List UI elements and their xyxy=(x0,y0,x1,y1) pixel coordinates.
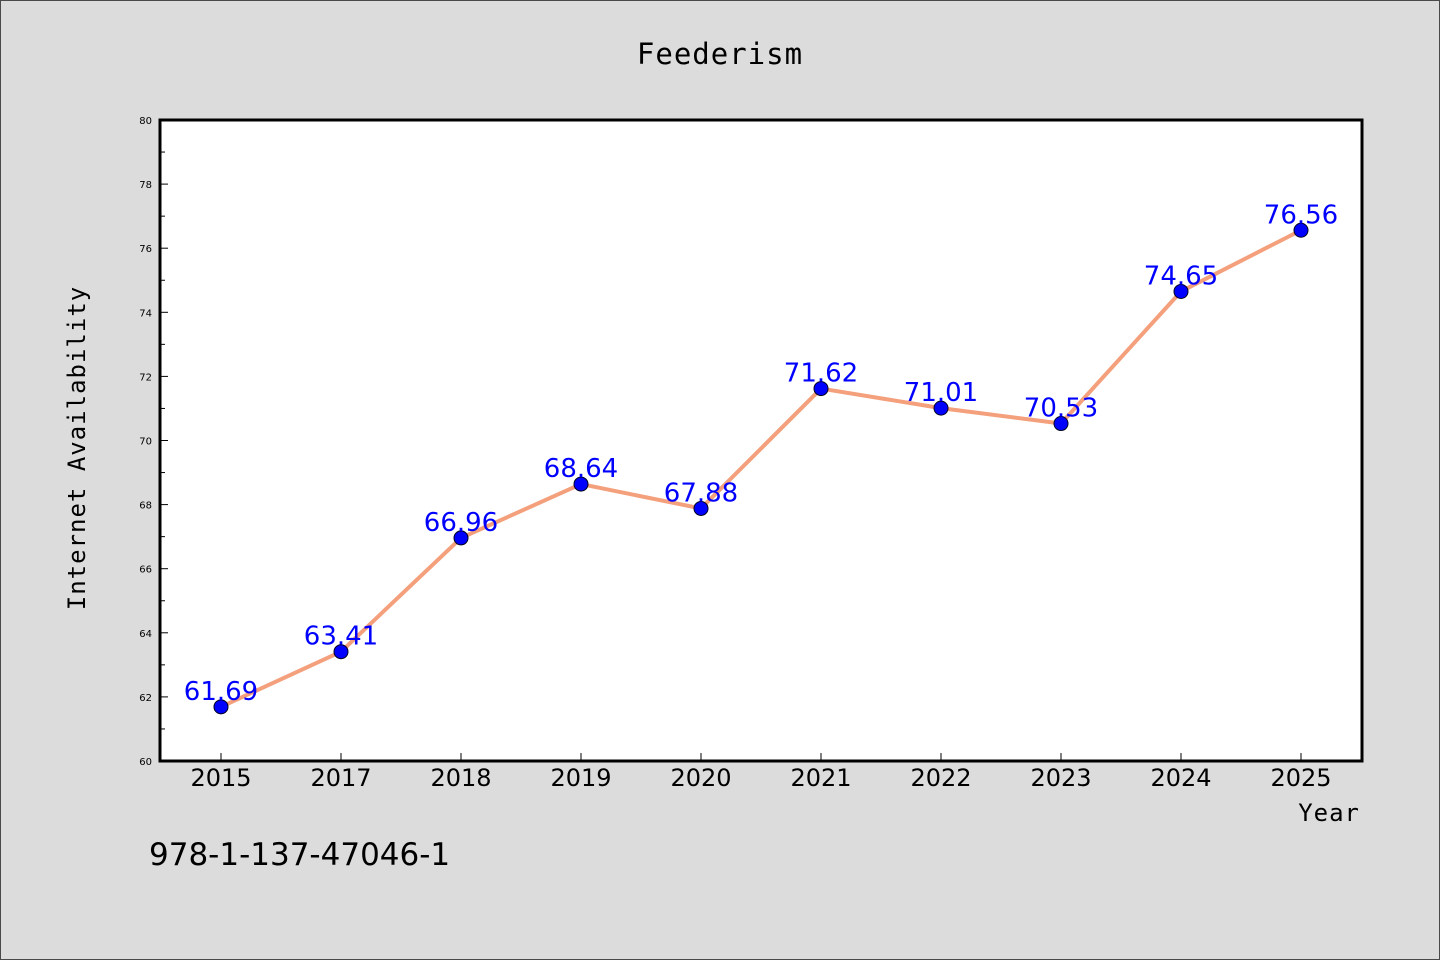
data-point xyxy=(933,400,949,416)
y-tick-label: 68 xyxy=(139,501,152,512)
x-tick-label: 2019 xyxy=(550,764,611,792)
data-label: 66.96 xyxy=(424,508,498,538)
x-axis-title: Year xyxy=(1298,799,1360,827)
data-point xyxy=(573,476,589,492)
x-tick-label: 2023 xyxy=(1030,764,1091,792)
data-label: 67.88 xyxy=(664,478,738,508)
data-label: 71.01 xyxy=(904,378,978,408)
data-label: 70.53 xyxy=(1024,394,1098,424)
y-tick-label: 66 xyxy=(139,565,152,576)
data-point xyxy=(453,530,469,546)
y-tick-label: 64 xyxy=(139,629,152,640)
x-tick-label: 2020 xyxy=(670,764,731,792)
y-tick-label: 76 xyxy=(139,244,152,255)
plot-area xyxy=(158,118,1364,763)
data-point xyxy=(333,644,349,660)
isbn-text: 978-1-137-47046-1 xyxy=(149,837,450,873)
series-line xyxy=(219,228,1303,709)
x-tick-label: 2018 xyxy=(430,764,491,792)
data-point xyxy=(1293,222,1309,238)
data-label: 74.65 xyxy=(1144,261,1218,291)
y-tick-label: 78 xyxy=(139,180,152,191)
y-tick-label: 74 xyxy=(139,308,152,319)
y-tick-label: 62 xyxy=(139,693,152,704)
data-point xyxy=(693,500,709,516)
data-label: 61.69 xyxy=(184,677,258,707)
x-tick-label: 2021 xyxy=(790,764,851,792)
data-point xyxy=(1053,416,1069,432)
x-tick-label: 2024 xyxy=(1150,764,1211,792)
data-label: 63.41 xyxy=(304,622,378,652)
data-label: 71.62 xyxy=(784,359,858,389)
y-tick-label: 80 xyxy=(139,116,152,127)
x-axis: 2015 2017 2018 2019 2020 2021 2022 2023 2024 2025 xyxy=(190,753,1332,792)
chart-title: Feederism xyxy=(637,37,803,71)
data-labels: 61.69 63.41 66.96 68.64 67.88 71.62 71.01 70.53… xyxy=(184,200,1338,707)
series-markers xyxy=(213,222,1309,715)
y-tick-label: 70 xyxy=(139,437,152,448)
series-line-group xyxy=(219,228,1303,709)
data-label: 76.56 xyxy=(1264,200,1338,230)
data-point xyxy=(213,699,229,715)
y-tick-label: 60 xyxy=(139,757,152,768)
y-tick-label: 72 xyxy=(139,372,152,383)
y-axis: 60 62 64 66 68 70 72 74 76 78 80 xyxy=(139,116,168,768)
data-point xyxy=(1173,283,1189,299)
data-point xyxy=(813,381,829,397)
x-tick-label: 2025 xyxy=(1270,764,1331,792)
y-axis-title: Internet Availability xyxy=(63,286,91,610)
data-label: 68.64 xyxy=(544,454,618,484)
x-tick-label: 2022 xyxy=(910,764,971,792)
x-tick-label: 2017 xyxy=(310,764,371,792)
x-tick-label: 2015 xyxy=(190,764,251,792)
